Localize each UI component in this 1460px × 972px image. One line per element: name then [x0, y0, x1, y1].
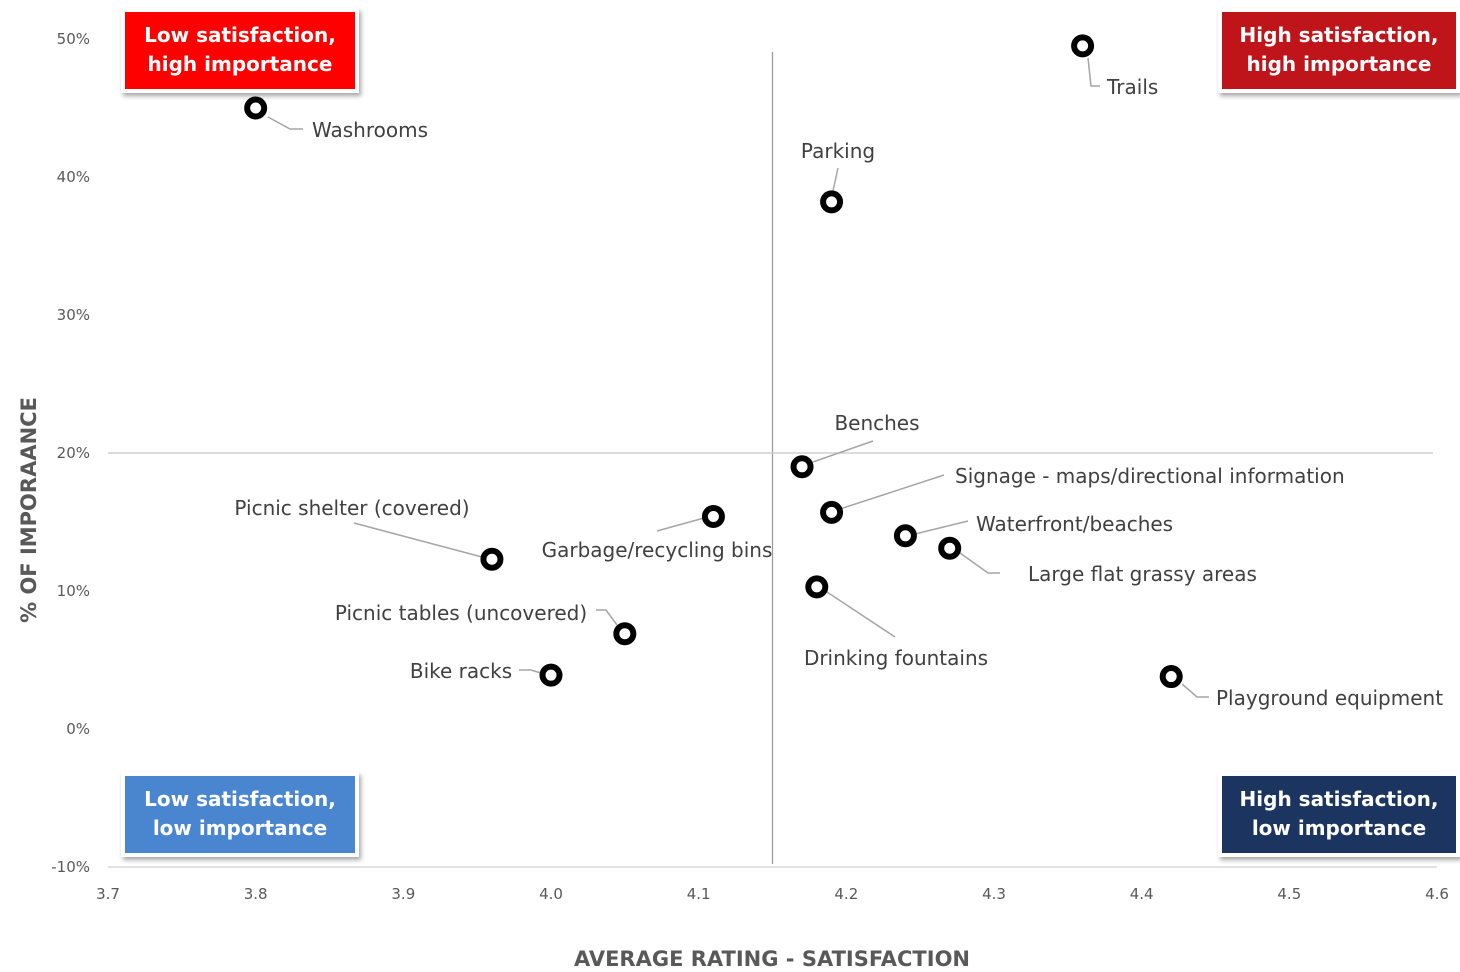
- data-point-marker: [820, 500, 844, 524]
- leader-line: [1087, 57, 1100, 87]
- x-tick-label: 4.2: [834, 885, 858, 903]
- x-tick-label: 4.5: [1277, 885, 1301, 903]
- data-point-marker: [480, 547, 504, 571]
- quadrant-label-line1: Low satisfaction,: [144, 23, 336, 47]
- data-point-marker: [539, 663, 563, 687]
- leader-line: [267, 116, 303, 130]
- data-point-marker: [701, 504, 725, 528]
- quadrant-box-fill: [1222, 12, 1456, 89]
- leader-line: [519, 669, 542, 674]
- y-tick-label: -10%: [51, 858, 90, 876]
- data-point-group: Washrooms: [244, 96, 428, 142]
- data-point-marker: [820, 190, 844, 214]
- leader-line: [1181, 683, 1209, 698]
- data-point-group: Garbage/recycling bins: [542, 504, 773, 562]
- data-point-group: Bike racks: [410, 659, 563, 687]
- x-tick-label: 3.9: [391, 885, 415, 903]
- quadrant-label-line1: High satisfaction,: [1240, 23, 1439, 47]
- x-tick-label: 4.0: [539, 885, 563, 903]
- quadrant-box: High satisfaction, low importance: [1218, 772, 1460, 857]
- data-point-group: Playground equipment: [1159, 665, 1443, 710]
- leader-line: [353, 522, 483, 558]
- data-point-marker: [893, 524, 917, 548]
- y-tick-label: 0%: [66, 720, 90, 738]
- data-point-label: Picnic shelter (covered): [234, 496, 469, 520]
- data-point-label: Large flat grassy areas: [1028, 562, 1257, 586]
- quadrant-label-line1: High satisfaction,: [1240, 787, 1439, 811]
- quadrant-label-line2: high importance: [1247, 52, 1432, 76]
- data-point-marker: [805, 575, 829, 599]
- data-point-label: Trails: [1106, 75, 1158, 99]
- data-point-marker: [938, 536, 962, 560]
- y-axis-title: % OF IMPORAANCE: [17, 397, 41, 623]
- x-tick-label: 3.7: [96, 885, 120, 903]
- x-tick-label: 4.1: [687, 885, 711, 903]
- data-point-marker: [244, 96, 268, 120]
- data-point-label: Bike racks: [410, 659, 512, 683]
- quadrant-box-fill: [1222, 776, 1456, 853]
- data-point-marker: [613, 622, 637, 646]
- data-point-group: Picnic tables (uncovered): [335, 601, 637, 646]
- leader-line: [656, 517, 705, 532]
- data-point-marker: [1159, 665, 1183, 689]
- data-point-group: Trails: [1071, 34, 1158, 99]
- y-tick-label: 50%: [57, 30, 90, 48]
- data-point-label: Signage - maps/directional information: [955, 464, 1345, 488]
- quadrant-label-line2: low importance: [153, 816, 327, 840]
- x-tick-label: 4.6: [1425, 885, 1449, 903]
- data-point-label: Picnic tables (uncovered): [335, 601, 587, 625]
- y-tick-label: 20%: [57, 444, 90, 462]
- leader-line: [959, 552, 1000, 574]
- y-tick-label: 10%: [57, 582, 90, 600]
- data-point-label: Drinking fountains: [804, 646, 988, 670]
- data-point-label: Washrooms: [312, 118, 428, 142]
- y-tick-label: 30%: [57, 306, 90, 324]
- leader-line: [914, 520, 969, 535]
- data-point-group: Benches: [790, 411, 920, 479]
- data-point-group: Drinking fountains: [804, 575, 988, 670]
- data-point-group: Waterfront/beaches: [893, 512, 1173, 548]
- leader-line: [839, 474, 945, 510]
- data-point-label: Waterfront/beaches: [976, 512, 1173, 536]
- quadrant-box: Low satisfaction, high importance: [121, 8, 359, 93]
- leader-line: [596, 609, 618, 626]
- x-axis-title: AVERAGE RATING - SATISFACTION: [574, 947, 970, 971]
- leader-line: [812, 440, 874, 463]
- quadrant-box-fill: [125, 776, 355, 853]
- data-point-group: Parking: [801, 139, 875, 214]
- data-point-label: Garbage/recycling bins: [542, 538, 773, 562]
- data-point-group: Large flat grassy areas: [938, 536, 1257, 586]
- y-tick-label: 40%: [57, 168, 90, 186]
- quadrant-label-line2: high importance: [148, 52, 333, 76]
- data-point-marker: [1071, 34, 1095, 58]
- x-tick-label: 4.4: [1130, 885, 1154, 903]
- data-point-label: Parking: [801, 139, 875, 163]
- quadrant-box: Low satisfaction, low importance: [121, 772, 359, 857]
- x-tick-label: 3.8: [244, 885, 268, 903]
- data-point-label: Benches: [834, 411, 919, 435]
- quadrant-box-fill: [125, 12, 355, 89]
- data-point-group: Picnic shelter (covered): [234, 496, 504, 571]
- quadrant-box: High satisfaction, high importance: [1218, 8, 1460, 93]
- leader-line: [826, 591, 896, 638]
- x-tick-label: 4.3: [982, 885, 1006, 903]
- leader-line: [832, 167, 839, 192]
- data-point-marker: [790, 455, 814, 479]
- data-point-label: Playground equipment: [1216, 686, 1443, 710]
- quadrant-label-line1: Low satisfaction,: [144, 787, 336, 811]
- quadrant-label-line2: low importance: [1252, 816, 1426, 840]
- data-point-group: Signage - maps/directional information: [820, 464, 1345, 524]
